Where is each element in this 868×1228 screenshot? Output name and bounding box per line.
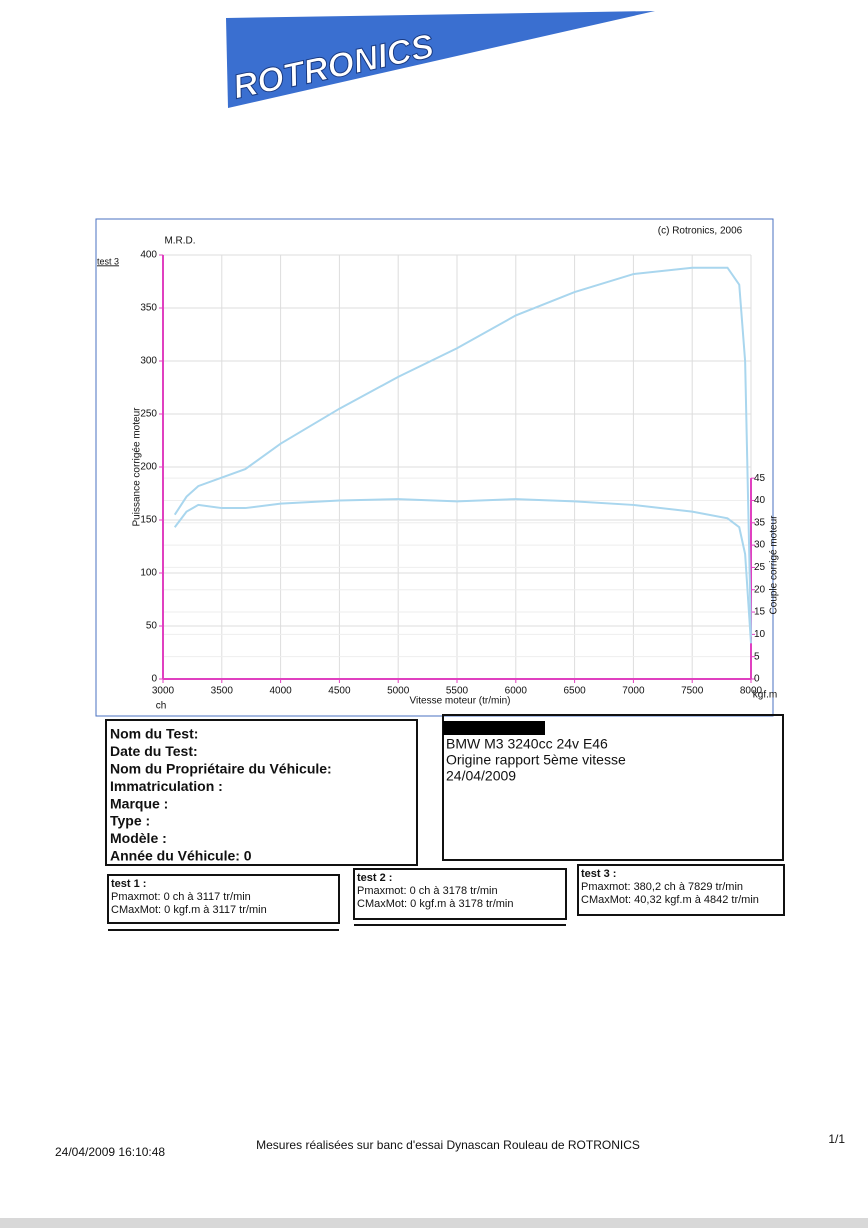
series-line <box>173 498 752 644</box>
y2-tick-label: 35 <box>754 517 766 528</box>
y-tick-label: 150 <box>140 515 157 526</box>
test-title: test 1 : <box>111 878 146 890</box>
y-tick-label: 250 <box>140 409 157 420</box>
y-axis-label: Puissance corrigée moteur <box>132 407 143 527</box>
footer-note: Mesures réalisées sur banc d'essai Dynas… <box>256 1138 640 1152</box>
y-unit: ch <box>156 701 167 712</box>
chart-frame <box>95 218 774 717</box>
form-label: Date du Test: <box>110 743 198 759</box>
x-tick-label: 3500 <box>211 686 234 697</box>
test-box <box>577 864 785 916</box>
vehicle-box <box>442 714 784 861</box>
x-tick-label: 3000 <box>152 686 175 697</box>
form-label: Marque : <box>110 795 168 811</box>
vehicle-line: BMW M3 3240cc 24v E46 <box>446 736 608 752</box>
y2-tick-label: 15 <box>754 607 766 618</box>
x-tick-label: 7500 <box>681 686 704 697</box>
x-tick-label: 5500 <box>446 686 469 697</box>
y2-tick-label: 10 <box>754 629 766 640</box>
y-tick-label: 350 <box>140 303 157 314</box>
test-line: CMaxMot: 40,32 kgf.m à 4842 tr/min <box>581 894 759 906</box>
y-tick-label: 400 <box>140 250 157 261</box>
y2-tick-label: 45 <box>754 473 766 484</box>
form-label: Type : <box>110 813 150 829</box>
form-label: Immatriculation : <box>110 778 223 794</box>
x-tick-label: 5000 <box>387 686 410 697</box>
test-line: Pmaxmot: 380,2 ch à 7829 tr/min <box>581 881 743 893</box>
test-line: CMaxMot: 0 kgf.m à 3178 tr/min <box>357 898 514 910</box>
test-line: Pmaxmot: 0 ch à 3117 tr/min <box>111 891 251 903</box>
redaction <box>443 721 545 735</box>
series-line <box>173 266 752 637</box>
x-tick-label: 8000 <box>740 686 763 697</box>
x-axis-label: Vitesse moteur (tr/min) <box>410 696 511 707</box>
x-tick-label: 4500 <box>328 686 351 697</box>
vehicle-line: 24/04/2009 <box>446 768 516 784</box>
x-tick-label: 6500 <box>563 686 586 697</box>
y2-tick-label: 0 <box>754 674 760 685</box>
y-tick-label: 300 <box>140 356 157 367</box>
form-label: Année du Véhicule: 0 <box>110 848 252 864</box>
form-box <box>105 719 418 866</box>
y-tick-label: 50 <box>146 621 158 632</box>
y-tick-label: 200 <box>140 462 157 473</box>
copyright: (c) Rotronics, 2006 <box>658 226 743 237</box>
footer-page: 1/1 <box>828 1132 845 1146</box>
x-tick-label: 7000 <box>622 686 645 697</box>
x-tick-label: 6000 <box>505 686 528 697</box>
form-label: Nom du Propriétaire du Véhicule: <box>110 761 332 777</box>
test-line: Pmaxmot: 0 ch à 3178 tr/min <box>357 885 498 897</box>
scan-edge <box>0 1218 868 1228</box>
test-box <box>107 874 340 924</box>
vehicle-line: Origine rapport 5ème vitesse <box>446 752 626 768</box>
form-label: Nom du Test: <box>110 726 198 742</box>
footer-timestamp: 24/04/2009 16:10:48 <box>55 1145 165 1159</box>
y2-tick-label: 30 <box>754 540 766 551</box>
y2-tick-label: 40 <box>754 495 766 506</box>
y2-tick-label: 20 <box>754 584 766 595</box>
y2-unit: kgf.m <box>753 690 777 701</box>
y2-axis-label: Couple corrigé moteur <box>769 515 780 615</box>
y2-tick-label: 25 <box>754 562 766 573</box>
test-title: test 3 : <box>581 868 616 880</box>
y2-tick-label: 5 <box>754 651 760 662</box>
chart-header: M.R.D. <box>164 236 195 247</box>
x-tick-label: 4000 <box>269 686 292 697</box>
test-box <box>353 868 567 920</box>
y-tick-label: 100 <box>140 568 157 579</box>
form-label: Modèle : <box>110 830 167 846</box>
y-tick-label: 0 <box>151 674 157 685</box>
logo-banner <box>226 11 655 108</box>
test-label: test 3 <box>97 256 119 266</box>
test-title: test 2 : <box>357 872 392 884</box>
test-line: CMaxMot: 0 kgf.m à 3117 tr/min <box>111 904 267 916</box>
